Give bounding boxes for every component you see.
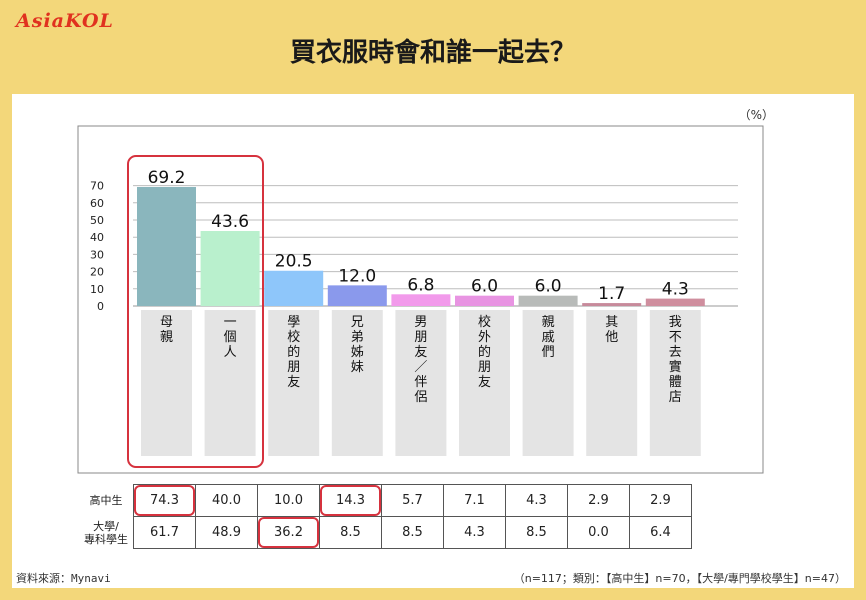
plot-frame [77, 125, 764, 474]
table-cell: 61.7 [133, 516, 196, 549]
table-cell: 4.3 [505, 484, 568, 517]
category-label-bg [649, 310, 701, 456]
bar [391, 294, 451, 306]
table-cell: 8.5 [381, 516, 444, 549]
bar [137, 186, 196, 306]
table-cell: 4.3 [443, 516, 506, 549]
y-tick-label: 70 [90, 180, 104, 193]
y-tick-label: 10 [90, 283, 104, 296]
category-label: 一個人 [224, 315, 237, 360]
table-cell: 48.9 [195, 516, 258, 549]
y-tick-label: 60 [90, 197, 104, 210]
table-row: 大學/專科學生 61.7 48.9 36.2 8.5 8.5 4.3 8.5 0.0 6.4 [79, 516, 692, 549]
chart-title: 買衣服時會和誰一起去？ [289, 38, 576, 68]
bar [518, 295, 578, 306]
bar-value-label: 6.8 [407, 275, 434, 295]
bar-value-label: 20.5 [275, 252, 313, 272]
y-tick-label: 50 [90, 214, 104, 227]
category-label-bg [331, 310, 383, 456]
category-label-bg [268, 310, 320, 456]
table-cell: 6.4 [629, 516, 692, 549]
table-cell: 74.3 [133, 484, 196, 517]
bar-value-label: 1.7 [598, 284, 625, 304]
bar [582, 303, 642, 306]
category-label: 男朋友／伴侶 [414, 315, 427, 405]
table-row: 高中生 74.3 40.0 10.0 14.3 5.7 7.1 4.3 2.9 2.9 [79, 484, 692, 517]
category-label-bg [586, 310, 638, 456]
row-label: 大學/專科學生 [84, 519, 128, 546]
category-label-bg [459, 310, 510, 456]
table-cell: 36.2 [257, 516, 320, 549]
table-cell: 8.5 [319, 516, 382, 549]
category-label: 其他 [605, 315, 618, 345]
bar-value-label: 43.6 [211, 212, 249, 232]
table-cell: 10.0 [257, 484, 320, 517]
category-label: 母親 [160, 315, 173, 345]
y-tick-label: 0 [97, 300, 104, 313]
y-tick-label: 30 [90, 248, 104, 261]
unit-label: （%） [738, 108, 774, 122]
row-label: 高中生 [89, 494, 123, 507]
category-label-bg [395, 310, 447, 456]
category-label-bg [141, 310, 192, 456]
table-cell: 40.0 [195, 484, 258, 517]
source-text: 資料來源：Mynavi [16, 572, 111, 585]
stats-table: 高中生 74.3 40.0 10.0 14.3 5.7 7.1 4.3 2.9 2.9 大學/專科學… [79, 484, 692, 549]
table-cell: 2.9 [629, 484, 692, 517]
bar [327, 285, 387, 306]
bar-value-label: 12.0 [338, 266, 376, 286]
category-label: 親戚們 [542, 315, 555, 360]
bar-value-label: 69.2 [148, 168, 186, 188]
table-cell: 2.9 [567, 484, 630, 517]
highlight-box [127, 155, 264, 468]
bar [200, 231, 260, 306]
y-tick-label: 40 [90, 231, 104, 244]
table-cell: 8.5 [505, 516, 568, 549]
bar-value-label: 4.3 [662, 280, 689, 300]
bar-value-label: 6.0 [471, 277, 498, 297]
bar [455, 295, 514, 306]
category-label-bg [204, 310, 256, 456]
bar-value-label: 6.0 [535, 277, 562, 297]
category-label-bg [522, 310, 574, 456]
category-label: 校外的朋友 [478, 314, 491, 390]
table-cell: 14.3 [319, 484, 382, 517]
bar [645, 298, 705, 306]
sample-note: （n=117；類別：【高中生】n=70，【大學/專門學校學生】n=47） [513, 572, 846, 585]
bar [264, 270, 324, 306]
y-tick-label: 20 [90, 266, 104, 279]
brand-logo: AsiaKOL [16, 10, 114, 32]
category-label: 學校的朋友 [287, 315, 300, 390]
table-cell: 5.7 [381, 484, 444, 517]
category-label: 我不去實體店 [669, 315, 682, 405]
table-cell: 0.0 [567, 516, 630, 549]
table-cell: 7.1 [443, 484, 506, 517]
category-label: 兄弟姊妹 [351, 315, 364, 375]
